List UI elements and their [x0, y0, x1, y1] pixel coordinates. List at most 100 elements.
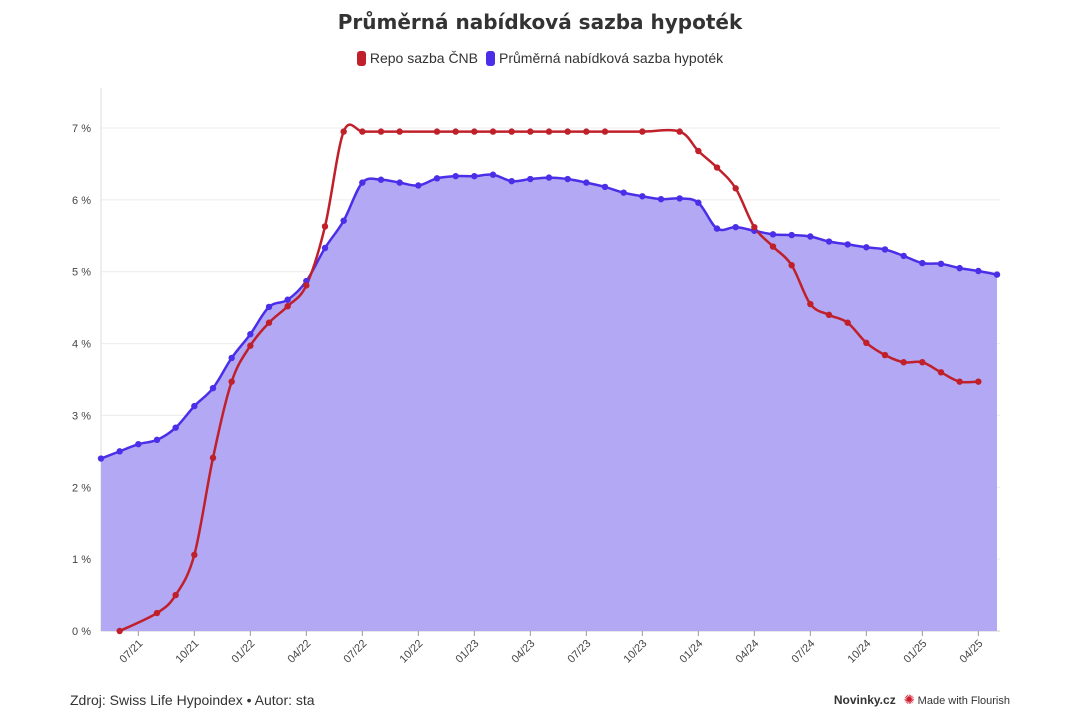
point-series-1[interactable]: [863, 244, 870, 251]
point-series-1[interactable]: [769, 231, 777, 238]
point-series-0[interactable]: [153, 609, 161, 617]
point-series-0[interactable]: [676, 128, 683, 135]
point-series-0[interactable]: [545, 128, 553, 135]
legend-item-repo[interactable]: Repo sazba ČNB: [356, 50, 478, 66]
x-axis: 07/21 10/21 01/22 04/22 07/22 10/22 01/23 04/23…: [118, 631, 985, 666]
point-series-0[interactable]: [937, 369, 945, 376]
point-series-1[interactable]: [788, 231, 795, 239]
point-series-0[interactable]: [321, 223, 329, 230]
point-series-1[interactable]: [247, 331, 254, 338]
point-series-0[interactable]: [807, 300, 814, 308]
point-series-1[interactable]: [564, 175, 571, 183]
x-tick-label: 10/23: [622, 638, 650, 666]
point-series-1[interactable]: [676, 195, 683, 202]
point-series-0[interactable]: [601, 128, 609, 135]
x-tick-label: 04/24: [734, 638, 762, 666]
point-series-0[interactable]: [713, 164, 721, 171]
point-series-1[interactable]: [993, 271, 1001, 278]
x-tick-label: 07/21: [118, 638, 146, 666]
point-series-0[interactable]: [452, 128, 459, 135]
point-series-0[interactable]: [303, 282, 310, 289]
point-series-0[interactable]: [433, 128, 441, 135]
point-series-0[interactable]: [956, 378, 963, 385]
point-series-1[interactable]: [228, 354, 235, 362]
point-series-0[interactable]: [900, 359, 907, 366]
point-series-1[interactable]: [900, 252, 907, 260]
point-series-0[interactable]: [863, 339, 870, 347]
legend-item-mortgage[interactable]: Průměrná nabídková sazba hypoték: [486, 50, 723, 66]
point-series-1[interactable]: [471, 172, 478, 180]
point-series-1[interactable]: [116, 448, 123, 455]
point-series-0[interactable]: [471, 128, 478, 135]
point-series-1[interactable]: [732, 223, 739, 231]
point-series-1[interactable]: [508, 177, 515, 185]
point-series-1[interactable]: [956, 264, 963, 272]
point-series-1[interactable]: [919, 259, 926, 267]
point-series-1[interactable]: [433, 175, 441, 182]
point-series-0[interactable]: [527, 128, 534, 135]
point-series-0[interactable]: [919, 359, 926, 366]
point-series-0[interactable]: [228, 378, 235, 385]
point-series-0[interactable]: [172, 591, 179, 599]
point-series-1[interactable]: [975, 267, 982, 275]
point-series-1[interactable]: [135, 440, 142, 448]
point-series-1[interactable]: [545, 174, 553, 181]
point-series-1[interactable]: [396, 179, 403, 186]
point-series-0[interactable]: [359, 128, 366, 135]
point-series-0[interactable]: [844, 319, 851, 326]
x-tick-label: 10/21: [174, 638, 202, 666]
point-series-0[interactable]: [695, 147, 702, 155]
point-series-0[interactable]: [508, 128, 515, 135]
point-series-1[interactable]: [657, 195, 665, 203]
point-series-0[interactable]: [377, 128, 385, 135]
point-series-0[interactable]: [732, 185, 739, 192]
point-series-0[interactable]: [788, 262, 795, 269]
point-series-1[interactable]: [359, 179, 366, 186]
point-series-0[interactable]: [191, 551, 198, 559]
point-series-0[interactable]: [247, 342, 254, 349]
point-series-1[interactable]: [191, 402, 198, 410]
point-series-1[interactable]: [620, 189, 627, 196]
point-series-1[interactable]: [713, 225, 721, 232]
point-series-0[interactable]: [284, 303, 291, 310]
point-series-1[interactable]: [937, 260, 945, 268]
point-series-1[interactable]: [527, 175, 534, 183]
flourish-credit[interactable]: ✺ Made with Flourish: [904, 692, 1010, 708]
point-series-1[interactable]: [601, 183, 609, 191]
point-series-1[interactable]: [489, 171, 497, 178]
point-series-0[interactable]: [639, 128, 646, 135]
point-series-1[interactable]: [377, 176, 385, 183]
point-series-0[interactable]: [769, 243, 777, 250]
point-series-0[interactable]: [116, 627, 123, 635]
point-series-1[interactable]: [209, 384, 217, 392]
point-series-0[interactable]: [396, 128, 403, 135]
point-series-1[interactable]: [583, 179, 590, 186]
point-series-1[interactable]: [97, 455, 105, 462]
point-series-1[interactable]: [172, 424, 179, 431]
novinky-logo[interactable]: Novinky.cz: [833, 693, 896, 707]
point-series-0[interactable]: [209, 454, 217, 462]
point-series-1[interactable]: [321, 244, 329, 252]
point-series-1[interactable]: [639, 193, 646, 200]
point-series-0[interactable]: [825, 311, 833, 319]
y-axis: 0 % 1 % 2 % 3 % 4 % 5 % 6 % 7 %: [72, 123, 91, 638]
point-series-1[interactable]: [825, 238, 833, 245]
point-series-0[interactable]: [265, 319, 273, 326]
point-series-1[interactable]: [452, 172, 459, 180]
point-series-1[interactable]: [881, 246, 889, 253]
point-series-0[interactable]: [489, 128, 497, 135]
point-series-0[interactable]: [751, 223, 758, 231]
point-series-1[interactable]: [153, 436, 161, 444]
point-series-0[interactable]: [975, 378, 982, 385]
point-series-0[interactable]: [881, 351, 889, 359]
point-series-1[interactable]: [415, 182, 422, 189]
point-series-0[interactable]: [564, 128, 571, 135]
point-series-0[interactable]: [340, 128, 347, 135]
point-series-1[interactable]: [284, 296, 291, 303]
point-series-1[interactable]: [265, 303, 273, 311]
point-series-1[interactable]: [807, 233, 814, 240]
point-series-1[interactable]: [844, 241, 851, 248]
point-series-1[interactable]: [695, 199, 702, 206]
point-series-1[interactable]: [340, 217, 347, 224]
point-series-0[interactable]: [583, 128, 590, 135]
